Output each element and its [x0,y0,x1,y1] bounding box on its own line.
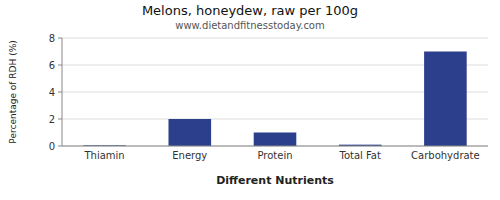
y-axis-line [62,38,63,146]
grid-line [62,146,488,147]
chart-svg: 0 2 4 6 8 Thiamin Energy Protein Total Fat Carboh… [0,0,500,200]
x-tick-label: Energy [172,150,207,161]
bar [254,133,297,147]
y-tick-label: 4 [49,87,55,98]
x-axis-line [62,146,488,147]
chart-container: 0 2 4 6 8 Thiamin Energy Protein Total Fat Carboh… [0,0,500,200]
bar [169,119,212,146]
y-tick [58,146,62,147]
y-tick-label: 0 [49,141,55,152]
grid-line [62,38,488,39]
y-tick-label: 2 [49,114,55,125]
y-tick-label: 8 [49,33,55,44]
bar [424,52,467,147]
x-tick-label: Protein [257,150,292,161]
x-tick-label: Total Fat [338,150,380,161]
y-tick [58,65,62,66]
y-tick-label: 6 [49,60,55,71]
bars [83,52,466,147]
y-tick [58,38,62,39]
x-ticks: Thiamin Energy Protein Total Fat Carbohydrat… [83,150,479,161]
y-tick [58,119,62,120]
x-axis-label: Different Nutrients [216,174,334,187]
x-tick-label: Thiamin [83,150,124,161]
y-grid: 0 2 4 6 8 [49,33,488,152]
x-tick-label: Carbohydrate [411,150,480,161]
title: Melons, honeydew, raw per 100g [142,3,358,18]
subtitle: www.dietandfitnesstoday.com [175,20,324,31]
y-axis-label: Percentage of RDH (%) [8,40,18,143]
y-tick [58,92,62,93]
